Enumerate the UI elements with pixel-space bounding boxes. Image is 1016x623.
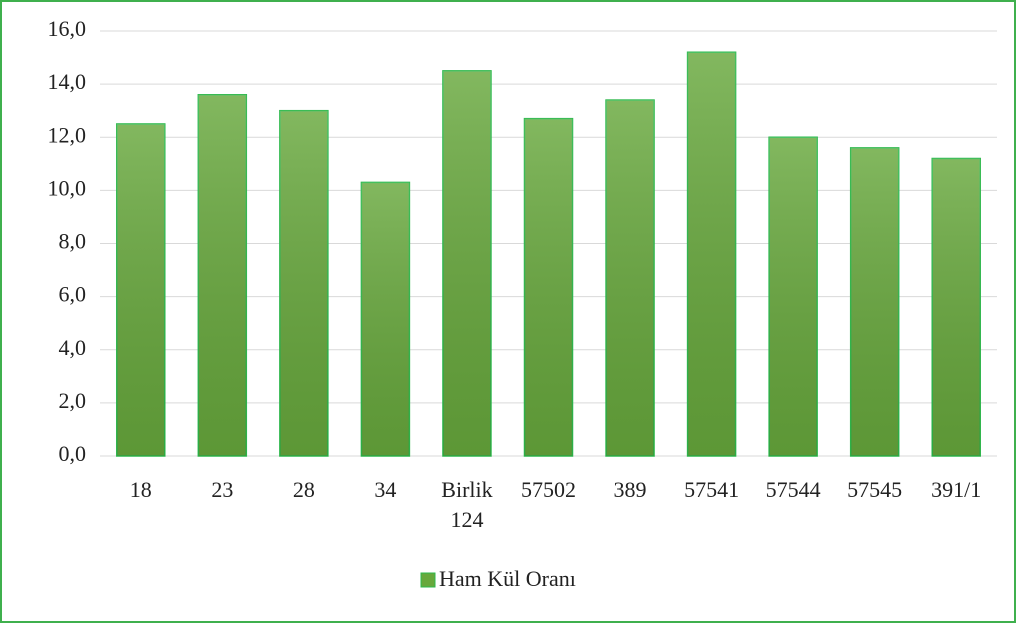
x-tick-label: 57502 [521, 477, 576, 502]
x-tick-label: 391/1 [931, 477, 981, 502]
x-tick-label: 23 [211, 477, 233, 502]
y-tick-label: 14,0 [48, 69, 87, 94]
y-tick-label: 10,0 [48, 175, 87, 200]
bar-shade [361, 182, 410, 456]
bar-shade [932, 158, 981, 456]
x-tick-label: 57541 [684, 477, 739, 502]
x-tick-label: Birlik 124 [441, 477, 492, 532]
y-tick-label: 2,0 [59, 388, 87, 413]
bar-shade [769, 137, 818, 456]
bar-shade [279, 110, 328, 456]
legend-label: Ham Kül Oranı [439, 566, 576, 591]
y-tick-label: 6,0 [59, 282, 87, 307]
bar-shade [850, 147, 899, 456]
bar-shade [606, 100, 655, 456]
y-tick-label: 0,0 [59, 441, 87, 466]
y-tick-label: 12,0 [48, 122, 87, 147]
bar-shade [442, 70, 491, 456]
x-tick-label: 57545 [847, 477, 902, 502]
x-tick-label: 18 [130, 477, 152, 502]
bar-shade [687, 52, 736, 456]
bar-shade [116, 123, 165, 456]
y-tick-label: 8,0 [59, 229, 87, 254]
y-tick-label: 4,0 [59, 335, 87, 360]
y-tick-label: 16,0 [48, 16, 87, 41]
legend-swatch [420, 572, 436, 588]
bar-shade [198, 94, 247, 456]
x-tick-label: 389 [614, 477, 647, 502]
x-tick-label: 34 [374, 477, 396, 502]
x-tick-label: 28 [293, 477, 315, 502]
x-tick-label: 57544 [766, 477, 821, 502]
bar-shade [524, 118, 573, 456]
